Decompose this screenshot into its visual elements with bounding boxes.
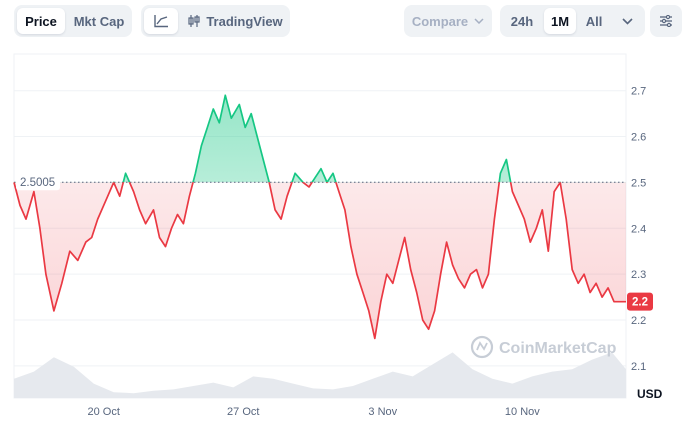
tab-price[interactable]: Price <box>17 8 65 34</box>
current-price: 2.2 <box>632 297 648 309</box>
watermark: CoinMarketCap <box>470 335 617 359</box>
x-axis: 20 Oct 27 Oct 3 Nov 10 Nov <box>88 406 541 418</box>
price-line-below <box>13 182 626 340</box>
x-tick-label: 27 Oct <box>227 406 259 418</box>
y-tick-label: 2.5 <box>631 177 646 189</box>
line-chart-button[interactable] <box>144 8 178 34</box>
tradingview-icon <box>188 15 200 27</box>
x-tick-label: 10 Nov <box>505 406 540 418</box>
y-tick-label: 2.4 <box>631 223 646 235</box>
price-line-above <box>14 94 562 183</box>
y-axis: 2.7 2.6 2.5 2.4 2.3 2.2 2.1 <box>631 86 646 373</box>
y-tick-label: 2.1 <box>631 361 646 373</box>
range-more-dropdown[interactable] <box>614 8 640 34</box>
sliders-icon <box>660 15 672 27</box>
chart-tools-group: TradingView <box>141 5 290 37</box>
baseline-value: 2.5005 <box>20 177 55 189</box>
chart-type-toggle: Price Mkt Cap <box>14 5 132 37</box>
line-chart-icon <box>154 15 168 28</box>
y-tick-label: 2.3 <box>631 269 646 281</box>
compare-dropdown[interactable]: Compare <box>404 5 492 37</box>
chart-settings-button[interactable] <box>650 5 682 37</box>
tab-market-cap[interactable]: Mkt Cap <box>73 13 125 29</box>
chevron-down-icon <box>474 18 484 24</box>
range-24h[interactable]: 24h <box>510 13 534 29</box>
chart-toolbar: Price Mkt Cap TradingView Compare 24h <box>0 0 690 46</box>
chevron-down-icon <box>621 17 633 25</box>
range-1m[interactable]: 1M <box>544 8 576 34</box>
tradingview-button[interactable]: TradingView <box>183 8 287 34</box>
y-tick-label: 2.2 <box>631 315 646 327</box>
compare-label: Compare <box>411 13 469 29</box>
price-area-below <box>14 182 626 339</box>
x-tick-label: 3 Nov <box>368 406 397 418</box>
baseline-badge: 2.5005 <box>16 173 60 191</box>
x-tick-label: 20 Oct <box>88 406 120 418</box>
current-price-badge: 2.2 <box>627 292 653 311</box>
currency-label: USD <box>637 387 663 401</box>
tradingview-label: TradingView <box>206 13 283 29</box>
volume-area <box>14 352 626 398</box>
range-all[interactable]: All <box>585 13 603 29</box>
watermark-text: CoinMarketCap <box>499 340 617 357</box>
time-range-toggle: 24h 1M All <box>500 5 645 37</box>
y-tick-label: 2.7 <box>631 86 646 98</box>
y-tick-label: 2.6 <box>631 132 646 144</box>
